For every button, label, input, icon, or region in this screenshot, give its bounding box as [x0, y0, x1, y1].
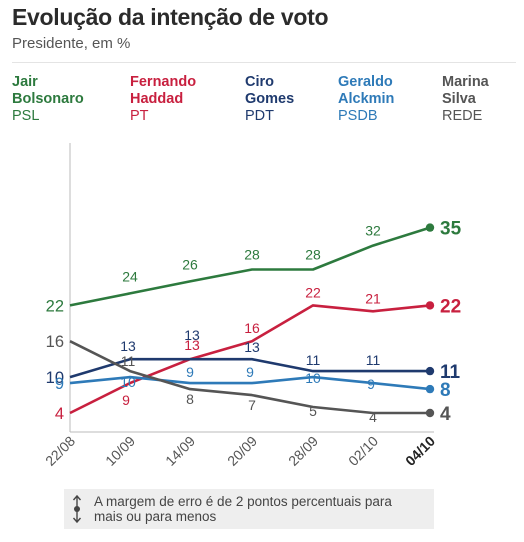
legend-name: Fernando: [130, 74, 197, 90]
data-label: 10: [46, 369, 64, 387]
data-label: 22: [440, 296, 461, 317]
series-line: [69, 226, 431, 307]
x-tick-label: 20/09: [224, 433, 260, 469]
legend-name: Geraldo: [338, 74, 393, 90]
series-line: [69, 304, 431, 415]
series-line: [69, 340, 430, 415]
chart-title: Evolução da intenção de voto: [12, 4, 329, 30]
legend-item: Marina Silva REDE: [442, 74, 489, 125]
margin-of-error-note: A margem de erro é de 2 pontos percentua…: [64, 489, 434, 529]
data-label: 13: [120, 338, 136, 354]
data-label: 9: [186, 364, 194, 380]
data-label: 10: [120, 374, 136, 390]
series-line: [69, 357, 430, 379]
data-label: 7: [248, 397, 256, 413]
data-label: 4: [369, 409, 377, 425]
data-label: 11: [440, 362, 461, 383]
legend-party: PSDB: [338, 108, 378, 124]
data-label: 16: [244, 320, 260, 336]
note-text: A margem de erro é de 2 pontos percentua…: [94, 494, 392, 524]
x-tick-label: 14/09: [162, 433, 198, 469]
data-label: 4: [440, 404, 451, 425]
data-label: 9: [367, 376, 375, 392]
legend-item: Fernando Haddad PT: [130, 74, 196, 125]
x-tick-label: 02/10: [345, 433, 381, 469]
data-label: 28: [305, 247, 321, 263]
data-label: 9: [246, 364, 254, 380]
legend-name: Alckmin: [338, 91, 395, 107]
data-label: 4: [55, 405, 64, 423]
data-label: 11: [306, 352, 321, 368]
legend-party: PSL: [12, 108, 40, 124]
legend-item: Jair Bolsonaro PSL: [12, 74, 84, 125]
series-line: [69, 375, 431, 391]
data-label: 13: [244, 339, 260, 355]
chart-subtitle: Presidente, em %: [12, 35, 131, 52]
x-tick-label: 28/09: [285, 433, 321, 469]
data-label: 8: [186, 391, 194, 407]
data-label: 22: [305, 284, 321, 300]
legend-party: PDT: [245, 108, 274, 124]
data-label: 32: [365, 223, 381, 239]
data-label: 11: [121, 353, 136, 369]
legend-name: Gomes: [245, 91, 295, 107]
data-label: 13: [184, 337, 200, 353]
data-label: 13: [184, 327, 200, 343]
data-label: 21: [365, 290, 381, 306]
legend-name: Jair: [12, 74, 38, 90]
legend-party: PT: [130, 108, 149, 124]
data-label: 16: [46, 333, 64, 351]
data-label: 28: [244, 247, 260, 263]
x-tick-label: 04/10: [402, 433, 438, 469]
series-end-point: [425, 223, 435, 232]
double-arrow-icon: [72, 494, 82, 524]
data-label: 8: [440, 380, 451, 401]
data-label: 35: [440, 219, 462, 240]
legend-party: REDE: [442, 108, 483, 124]
data-label: 24: [122, 268, 138, 284]
title-divider: [12, 62, 516, 63]
data-label: 10: [305, 370, 321, 386]
legend-name: Ciro: [245, 74, 274, 90]
series-end-point: [425, 366, 435, 376]
data-label: 9: [55, 375, 64, 393]
series-end-point: [425, 408, 435, 418]
data-label: 11: [366, 352, 381, 368]
data-label: 9: [122, 392, 130, 408]
data-label: 22: [46, 297, 64, 315]
x-tick-label: 10/09: [102, 433, 138, 469]
series-end-point: [425, 384, 435, 394]
series-end-point: [425, 301, 435, 310]
data-label: 26: [182, 256, 198, 272]
legend-name: Silva: [442, 91, 476, 107]
legend-name: Haddad: [130, 91, 184, 107]
legend-name: Bolsonaro: [12, 91, 84, 107]
legend-name: Marina: [442, 74, 489, 90]
data-label: 5: [309, 403, 317, 419]
x-tick-label: 22/08: [42, 433, 78, 469]
legend-item: Ciro Gomes PDT: [245, 74, 294, 125]
legend-item: Geraldo Alckmin PSDB: [338, 74, 394, 125]
